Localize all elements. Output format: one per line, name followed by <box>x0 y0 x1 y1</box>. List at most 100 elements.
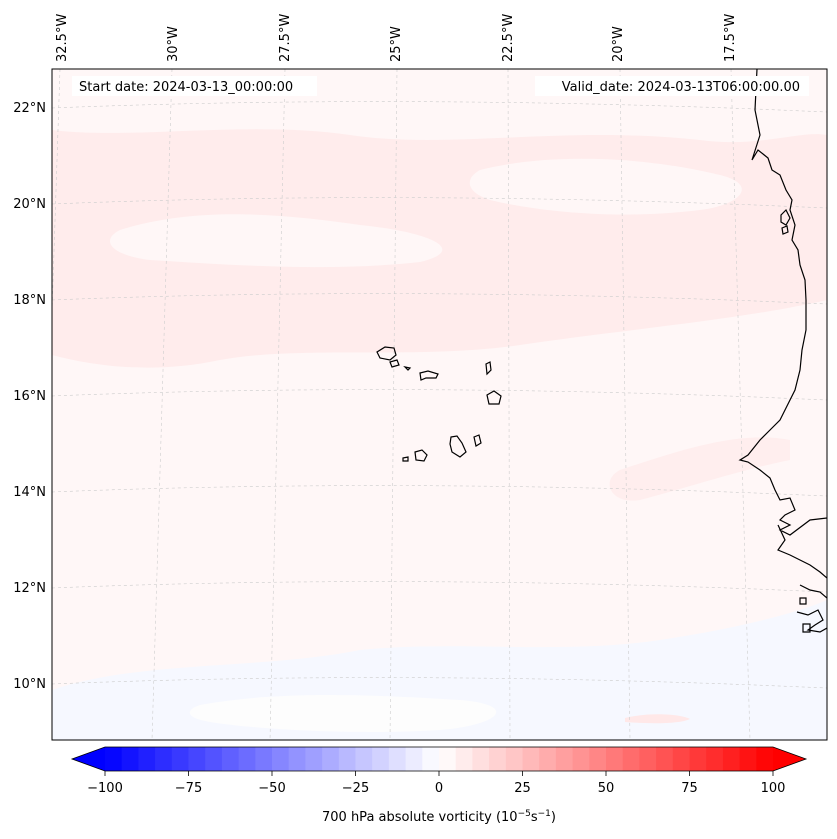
coast-guinea-bissau <box>777 524 827 579</box>
colorbar-arrow-min <box>72 747 105 771</box>
colorbar-segment <box>722 747 741 771</box>
colorbar-label-exp2: −1 <box>538 809 551 819</box>
colorbar-tick-label: 75 <box>681 781 698 796</box>
colorbar-segment <box>689 747 707 771</box>
colorbar-segment <box>171 747 190 771</box>
colorbar-segments <box>105 747 774 771</box>
colorbar-label-mid: s <box>531 810 538 825</box>
colorbar-segment <box>288 747 306 771</box>
island-boa-vista <box>486 390 502 405</box>
colorbar-tick-label: −75 <box>175 781 202 796</box>
lon-label-20w: 20°W <box>611 26 626 62</box>
colorbar-label-exp1: −5 <box>518 809 531 819</box>
coast-sierra-leone <box>796 609 827 633</box>
vorticity-field <box>52 85 827 740</box>
lon-label-27-5w: 27.5°W <box>278 14 293 62</box>
vorticity-neutral-patch-south <box>189 695 497 733</box>
island-guinea-2 <box>802 623 811 633</box>
colorbar-segment <box>706 747 724 771</box>
island-sal <box>485 361 492 376</box>
colorbar-segment <box>656 747 674 771</box>
colorbar-label-main: 700 hPa absolute vorticity (10 <box>322 810 518 825</box>
island-maio <box>473 434 482 447</box>
coastlines <box>376 69 827 633</box>
colorbar-segment <box>205 747 223 771</box>
island-santa-luzia <box>403 366 412 371</box>
island-sao-nicolau <box>419 370 439 381</box>
colorbar-segment <box>639 747 657 771</box>
island-small-2 <box>781 225 789 235</box>
colorbar-tick-label: −50 <box>258 781 285 796</box>
colorbar-segment <box>539 747 557 771</box>
colorbar-segment <box>255 747 273 771</box>
island-santo-antao <box>376 346 397 361</box>
latitude-labels: 22°N 20°N 18°N 16°N 14°N 12°N 10°N <box>13 101 46 692</box>
lat-label-22n: 22°N <box>13 101 46 116</box>
colorbar-segment <box>105 747 123 771</box>
colorbar-segment <box>272 747 290 771</box>
gridlines <box>52 69 827 740</box>
lat-label-10n: 10°N <box>13 677 46 692</box>
island-fogo <box>414 449 428 462</box>
colorbar-label: 700 hPa absolute vorticity (10−5s−1) <box>322 809 556 825</box>
colorbar-segment <box>555 747 574 771</box>
colorbar-segment <box>672 747 691 771</box>
colorbar-segment <box>221 747 240 771</box>
colorbar-segment <box>572 747 590 771</box>
colorbar-tick-label: 100 <box>761 781 786 796</box>
colorbar: −100 −75 −50 −25 0 25 50 75 100 700 hPa absolute… <box>70 746 808 825</box>
colorbar-segment <box>622 747 640 771</box>
map-frame <box>51 68 828 741</box>
map-panel: Start date: 2024-03-13_00:00:00 Valid_da… <box>52 69 827 740</box>
vorticity-pale-patch-2 <box>469 158 742 215</box>
vorticity-band-mid <box>609 437 790 501</box>
colorbar-segment <box>388 747 407 771</box>
lon-label-25w: 25°W <box>389 26 404 62</box>
colorbar-segment <box>188 747 206 771</box>
colorbar-segment <box>322 747 340 771</box>
lon-label-30w: 30°W <box>166 26 181 62</box>
colorbar-tick-label: −25 <box>342 781 369 796</box>
colorbar-label-end: ) <box>551 810 556 825</box>
colorbar-segment <box>422 747 440 771</box>
lon-label-32-5w: 32.5°W <box>55 14 70 62</box>
colorbar-tick-label: 50 <box>598 781 615 796</box>
island-sao-vicente <box>389 359 400 368</box>
coast-guinea <box>799 584 827 599</box>
vorticity-pale-patch-1 <box>110 214 443 268</box>
colorbar-segment <box>472 747 490 771</box>
colorbar-segment <box>756 747 774 771</box>
start-date-box <box>72 76 317 96</box>
colorbar-segment <box>305 747 323 771</box>
island-santiago <box>449 435 467 458</box>
colorbar-segment <box>739 747 757 771</box>
lat-label-16n: 16°N <box>13 389 46 404</box>
colorbar-ticks: −100 −75 −50 −25 0 25 50 75 100 <box>87 771 785 796</box>
colorbar-arrow-max <box>773 747 806 771</box>
colorbar-segment <box>372 747 390 771</box>
lat-label-18n: 18°N <box>13 293 46 308</box>
valid-date-text: Valid_date: 2024-03-13T06:00:00.00 <box>562 80 800 95</box>
colorbar-tick-label: 0 <box>435 781 443 796</box>
island-guinea-1 <box>799 597 807 605</box>
island-brava <box>402 456 409 462</box>
colorbar-segment <box>455 747 473 771</box>
colorbar-segment <box>155 747 173 771</box>
lon-label-17-5w: 17.5°W <box>723 14 738 62</box>
lat-label-14n: 14°N <box>13 485 46 500</box>
start-date-text: Start date: 2024-03-13_00:00:00 <box>79 80 293 95</box>
colorbar-tick-label: −100 <box>87 781 123 796</box>
lat-label-20n: 20°N <box>13 197 46 212</box>
valid-date-box <box>535 76 809 96</box>
colorbar-segment <box>522 747 540 771</box>
colorbar-segment <box>505 747 524 771</box>
colorbar-segment <box>606 747 624 771</box>
colorbar-segment <box>439 747 457 771</box>
colorbar-tick-label: 25 <box>514 781 531 796</box>
colorbar-segment <box>355 747 373 771</box>
colorbar-segment <box>138 747 156 771</box>
colorbar-segment <box>589 747 607 771</box>
colorbar-segment <box>338 747 357 771</box>
longitude-labels: 32.5°W 30°W 27.5°W 25°W 22.5°W 20°W 17.5… <box>55 14 738 62</box>
colorbar-segment <box>405 747 423 771</box>
